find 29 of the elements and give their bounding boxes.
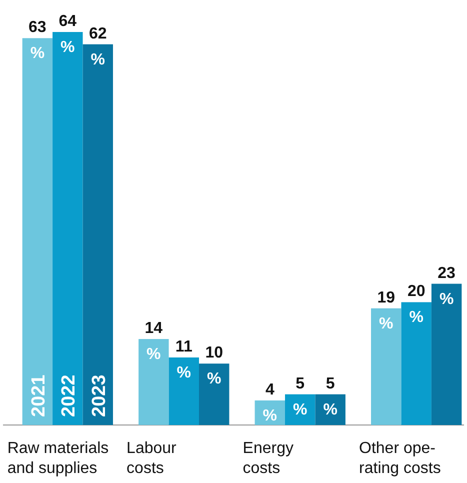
data-label: 19 % bbox=[377, 289, 396, 332]
x-tick-label: Energy costs bbox=[242, 440, 294, 477]
data-label: 23 % bbox=[438, 264, 456, 308]
data-label: 4 % bbox=[262, 381, 278, 424]
series-label: 2023 bbox=[88, 374, 110, 417]
bar bbox=[82, 44, 113, 425]
x-tick-label: Raw materials and supplies bbox=[7, 440, 109, 477]
data-label: 5 % bbox=[323, 375, 338, 418]
bar bbox=[52, 32, 83, 425]
x-tick-label: Other ope- rating costs bbox=[359, 440, 441, 477]
data-label: 14 % bbox=[144, 320, 163, 364]
bar bbox=[371, 308, 402, 425]
data-label: 62 % bbox=[88, 25, 107, 68]
data-label: 63 % bbox=[28, 19, 46, 62]
bar bbox=[138, 339, 169, 425]
bar bbox=[401, 302, 432, 425]
data-label: 64 % bbox=[58, 13, 77, 56]
bar bbox=[431, 284, 462, 425]
data-label: 20 % bbox=[407, 283, 426, 326]
bar bbox=[198, 364, 230, 425]
data-label: 10 % bbox=[205, 344, 224, 388]
data-label: 5 % bbox=[293, 375, 308, 418]
series-label: 2021 bbox=[28, 374, 50, 417]
bar bbox=[315, 394, 346, 425]
data-label: 11 % bbox=[175, 338, 192, 382]
bar bbox=[22, 38, 53, 425]
x-tick-label: Labour costs bbox=[126, 440, 178, 477]
series-label: 2022 bbox=[58, 374, 80, 417]
bar bbox=[168, 357, 199, 425]
